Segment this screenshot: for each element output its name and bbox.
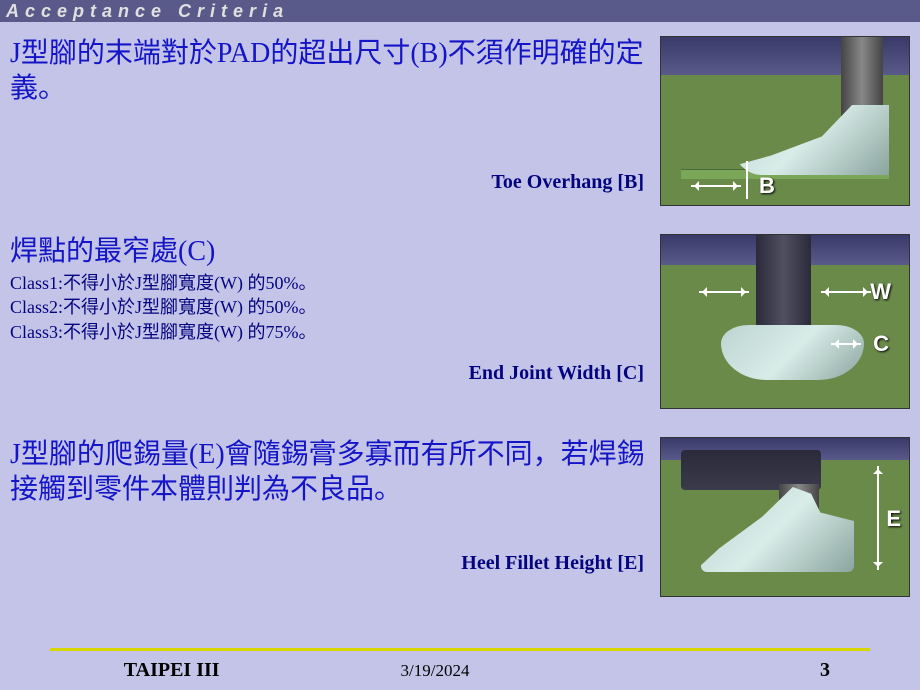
dim-label-b: B [759,173,775,199]
footer-page-number: 3 [567,659,880,682]
image-column: E [660,437,910,597]
section-end-joint-width: 焊點的最窄處(C) Class1:不得小於J型腳寬度(W) 的50%。 Clas… [10,234,910,409]
image-column: B [660,36,910,206]
dim-label-e: E [886,506,901,532]
text-column: J型腳的爬錫量(E)會隨錫膏多寡而有所不同，若焊錫接觸到零件本體則判為不良品。 … [10,437,660,575]
footer-title: TAIPEI III [40,659,303,682]
slide-footer: TAIPEI III 3/19/2024 3 [0,648,920,690]
class1-line: Class1:不得小於J型腳寬度(W) 的50%。 [10,271,650,295]
dim-label-w: W [870,279,891,305]
diagram-heel-fillet: E [660,437,910,597]
diagram-end-joint-width: W C [660,234,910,409]
text-column: 焊點的最窄處(C) Class1:不得小於J型腳寬度(W) 的50%。 Clas… [10,234,660,385]
class2-line: Class2:不得小於J型腳寬度(W) 的50%。 [10,295,650,319]
slide-header: Acceptance Criteria [0,0,920,22]
section-heel-fillet: J型腳的爬錫量(E)會隨錫膏多寡而有所不同，若焊錫接觸到零件本體則判為不良品。 … [10,437,910,597]
main-text-b: J型腳的末端對於PAD的超出尺寸(B)不須作明確的定義。 [10,36,650,106]
class-list: Class1:不得小於J型腳寬度(W) 的50%。 Class2:不得小於J型腳… [10,271,650,344]
section-toe-overhang: J型腳的末端對於PAD的超出尺寸(B)不須作明確的定義。 Toe Overhan… [10,36,910,206]
dim-label-c: C [873,331,889,357]
main-text-c: 焊點的最窄處(C) [10,234,650,269]
diagram-toe-overhang: B [660,36,910,206]
caption-c: End Joint Width [C] [10,362,650,385]
caption-b: Toe Overhang [B] [10,171,650,194]
text-column: J型腳的末端對於PAD的超出尺寸(B)不須作明確的定義。 Toe Overhan… [10,36,660,194]
footer-rule [50,648,870,651]
class3-line: Class3:不得小於J型腳寬度(W) 的75%。 [10,320,650,344]
image-column: W C [660,234,910,409]
slide-content: J型腳的末端對於PAD的超出尺寸(B)不須作明確的定義。 Toe Overhan… [0,22,920,597]
main-text-e: J型腳的爬錫量(E)會隨錫膏多寡而有所不同，若焊錫接觸到零件本體則判為不良品。 [10,437,650,507]
caption-e: Heel Fillet Height [E] [10,552,650,575]
footer-date: 3/19/2024 [303,661,566,681]
